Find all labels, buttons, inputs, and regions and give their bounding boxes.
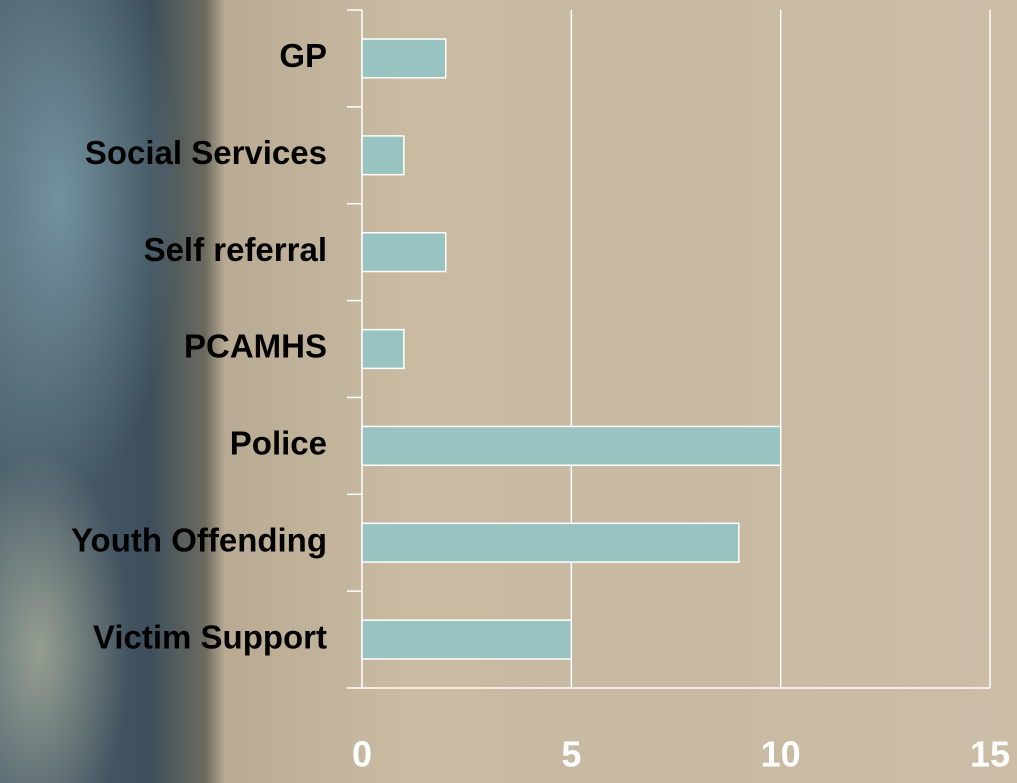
y-tick-label: Police xyxy=(230,425,327,462)
x-tick-label: 0 xyxy=(352,734,372,775)
bar xyxy=(362,523,739,562)
x-tick-label: 15 xyxy=(970,734,1010,775)
x-tick-label: 5 xyxy=(561,734,581,775)
background: 0 5 10 15 GP Social Services Self referral PCAM… xyxy=(0,0,1017,783)
bar xyxy=(362,620,571,659)
bar xyxy=(362,136,404,175)
y-tick-label: PCAMHS xyxy=(184,328,327,365)
bar xyxy=(362,233,446,272)
y-tick-label: Youth Offending xyxy=(71,521,327,558)
bar xyxy=(362,426,781,465)
bar xyxy=(362,330,404,369)
chart: 0 5 10 15 GP Social Services Self referral PCAM… xyxy=(0,0,1017,783)
y-tick-label: Social Services xyxy=(85,134,327,171)
x-tick-label: 10 xyxy=(761,734,801,775)
y-tick-label: Victim Support xyxy=(93,618,327,655)
y-tick-label: Self referral xyxy=(144,231,327,268)
y-tick-label: GP xyxy=(279,37,327,74)
bar xyxy=(362,39,446,78)
